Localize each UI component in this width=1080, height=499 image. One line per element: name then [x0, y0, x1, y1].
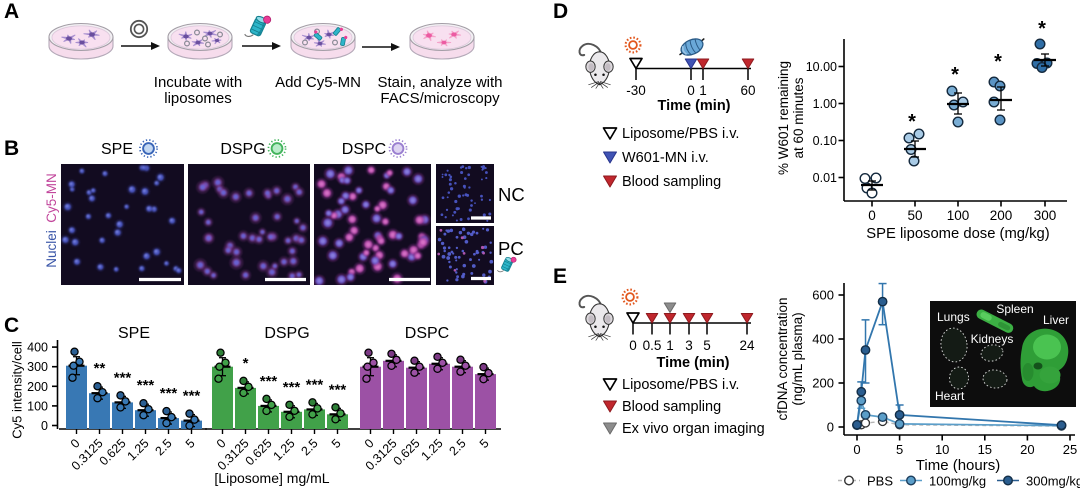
svg-text:1: 1 — [666, 338, 674, 353]
svg-text:at 60 minutes: at 60 minutes — [791, 77, 806, 158]
svg-text:D: D — [553, 0, 568, 23]
svg-text:3: 3 — [685, 338, 693, 353]
svg-text:cfDNA concentration: cfDNA concentration — [775, 297, 790, 420]
svg-text:10.00: 10.00 — [806, 60, 837, 74]
svg-text:liposomes: liposomes — [164, 90, 232, 107]
svg-text:(ng/mL plasma): (ng/mL plasma) — [790, 312, 805, 405]
svg-text:DSPC: DSPC — [342, 141, 386, 158]
svg-text:400: 400 — [812, 332, 834, 347]
svg-text:Liposome/PBS i.v.: Liposome/PBS i.v. — [622, 126, 739, 142]
svg-text:0: 0 — [687, 83, 695, 98]
svg-text:*: * — [908, 111, 916, 133]
svg-text:Liver: Liver — [1043, 313, 1069, 327]
svg-text:Cy5-MN: Cy5-MN — [44, 173, 59, 223]
svg-text:0.10: 0.10 — [813, 134, 837, 148]
svg-text:50: 50 — [907, 208, 922, 223]
svg-text:0: 0 — [827, 420, 834, 435]
svg-text:15: 15 — [978, 442, 992, 457]
svg-text:*: * — [994, 51, 1002, 73]
svg-text:1: 1 — [699, 83, 707, 98]
svg-text:0.5: 0.5 — [643, 338, 662, 353]
svg-text:% W601 remaining: % W601 remaining — [776, 61, 791, 175]
svg-text:***: *** — [306, 376, 324, 393]
svg-text:*: * — [1038, 18, 1046, 40]
svg-text:*: * — [951, 64, 959, 86]
svg-text:PBS: PBS — [867, 474, 893, 489]
svg-text:***: *** — [329, 381, 347, 398]
svg-text:DSPG: DSPG — [220, 141, 265, 158]
svg-text:***: *** — [260, 373, 278, 390]
svg-text:24: 24 — [739, 338, 755, 353]
svg-text:100mg/kg: 100mg/kg — [929, 474, 986, 489]
svg-text:Blood sampling: Blood sampling — [622, 174, 721, 190]
svg-text:1.00: 1.00 — [813, 97, 837, 111]
svg-text:DSPC: DSPC — [405, 325, 449, 342]
svg-text:***: *** — [137, 377, 155, 394]
svg-text:-30: -30 — [626, 83, 646, 98]
svg-text:10: 10 — [935, 442, 949, 457]
svg-text:***: *** — [114, 369, 132, 386]
svg-text:NC: NC — [498, 184, 525, 205]
svg-text:0.01: 0.01 — [813, 171, 837, 185]
svg-text:PC: PC — [498, 238, 524, 259]
svg-text:Stain, analyze with: Stain, analyze with — [377, 74, 502, 91]
svg-text:*: * — [243, 355, 249, 372]
svg-text:Liposome/PBS i.v.: Liposome/PBS i.v. — [622, 377, 739, 393]
svg-text:200: 200 — [990, 208, 1013, 223]
svg-text:FACS/microscopy: FACS/microscopy — [380, 90, 500, 107]
svg-text:5: 5 — [703, 338, 711, 353]
svg-text:B: B — [4, 137, 19, 160]
svg-text:200: 200 — [27, 380, 48, 394]
svg-text:Spleen: Spleen — [996, 302, 1033, 316]
svg-text:300mg/kg: 300mg/kg — [1026, 474, 1080, 489]
svg-text:***: *** — [183, 388, 201, 405]
svg-text:SPE liposome dose (mg/kg): SPE liposome dose (mg/kg) — [866, 226, 1049, 242]
svg-text:E: E — [553, 265, 567, 288]
svg-text:Add Cy5-MN: Add Cy5-MN — [275, 74, 361, 91]
svg-text:Nuclei: Nuclei — [44, 230, 59, 268]
svg-text:5: 5 — [896, 442, 903, 457]
svg-text:Time (hours): Time (hours) — [916, 457, 1000, 474]
svg-text:C: C — [4, 314, 19, 337]
svg-text:W601-MN i.v.: W601-MN i.v. — [622, 150, 709, 166]
svg-text:Time (min): Time (min) — [657, 98, 730, 114]
svg-text:0: 0 — [629, 338, 637, 353]
svg-text:DSPG: DSPG — [264, 325, 309, 342]
svg-text:Heart: Heart — [935, 389, 965, 403]
svg-text:300: 300 — [27, 360, 48, 374]
svg-text:Kidneys: Kidneys — [971, 332, 1014, 346]
svg-text:Cy5 intensity/cell: Cy5 intensity/cell — [10, 341, 25, 439]
svg-text:[Liposome] mg/mL: [Liposome] mg/mL — [214, 470, 329, 486]
svg-text:Lungs: Lungs — [937, 310, 970, 324]
svg-text:60: 60 — [740, 83, 755, 98]
svg-text:**: ** — [94, 360, 106, 377]
svg-text:SPE: SPE — [118, 325, 150, 342]
svg-text:Blood sampling: Blood sampling — [622, 399, 721, 415]
svg-text:600: 600 — [812, 288, 834, 303]
svg-text:200: 200 — [812, 376, 834, 391]
svg-text:0: 0 — [41, 419, 48, 433]
svg-text:100: 100 — [27, 399, 48, 413]
svg-text:Ex vivo organ imaging: Ex vivo organ imaging — [622, 421, 765, 437]
svg-text:400: 400 — [27, 341, 48, 355]
svg-text:20: 20 — [1020, 442, 1034, 457]
svg-text:A: A — [4, 0, 19, 23]
svg-text:Incubate with: Incubate with — [154, 74, 242, 91]
svg-text:25: 25 — [1063, 442, 1077, 457]
svg-text:SPE: SPE — [101, 141, 133, 158]
svg-text:Time (min): Time (min) — [656, 355, 729, 371]
svg-text:***: *** — [160, 385, 178, 402]
svg-text:0: 0 — [853, 442, 860, 457]
svg-text:300: 300 — [1034, 208, 1057, 223]
svg-text:***: *** — [283, 379, 301, 396]
svg-text:100: 100 — [947, 208, 970, 223]
svg-text:0: 0 — [868, 208, 876, 223]
